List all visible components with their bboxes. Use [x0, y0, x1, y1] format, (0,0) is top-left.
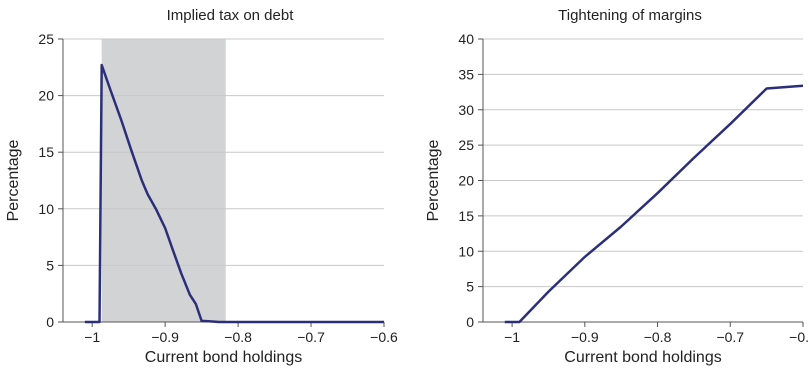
x-tick-label: −0.6 [370, 329, 398, 345]
y-tick-label: 30 [458, 102, 474, 118]
shaded-region [101, 39, 226, 322]
y-tick-label: 15 [38, 144, 54, 160]
x-tick-label: −0.6 [789, 329, 809, 345]
x-axis-label: Current bond holdings [564, 349, 721, 366]
chart-title: Tightening of margins [558, 7, 702, 24]
x-tick-label: −0.9 [571, 329, 599, 345]
y-axis-label: Percentage [5, 139, 22, 221]
y-tick-label: 10 [458, 243, 474, 259]
x-tick-label: −0.8 [644, 329, 672, 345]
x-tick-label: −0.7 [297, 329, 325, 345]
chart-tightening-of-margins: 0 5 10 15 20 25 30 35 40 −1 −0.9 −0.8 −0.7 −0.6 Tighte… [425, 7, 809, 366]
y-tick-label: 20 [458, 173, 474, 189]
y-tick-label: 25 [458, 137, 474, 153]
y-axis-label: Percentage [425, 139, 442, 221]
y-tick-label: 40 [458, 31, 474, 47]
y-tick-label: 0 [466, 314, 474, 330]
series-line [84, 63, 384, 324]
chart-title: Implied tax on debt [167, 7, 295, 24]
x-tick-label: −1 [84, 329, 100, 345]
x-tick-label: −0.8 [224, 329, 252, 345]
y-tick-label: 10 [38, 201, 54, 217]
y-tick-label: 5 [466, 279, 474, 295]
x-tick-label: −0.7 [716, 329, 744, 345]
y-tick-label: 5 [46, 257, 54, 273]
x-tick-label: −1 [504, 329, 520, 345]
y-tick-label: 0 [46, 314, 54, 330]
chart-implied-tax-on-debt: 0 5 10 15 20 25 −1 −0.9 −0.8 −0.7 −0.6 Implied tax … [5, 7, 398, 366]
y-tick-label: 25 [38, 31, 54, 47]
y-tick-label: 15 [458, 208, 474, 224]
y-tick-label: 20 [38, 88, 54, 104]
x-axis-label: Current bond holdings [145, 349, 302, 366]
y-tick-label: 35 [458, 66, 474, 82]
x-tick-label: −0.9 [151, 329, 179, 345]
series-line [504, 84, 804, 324]
